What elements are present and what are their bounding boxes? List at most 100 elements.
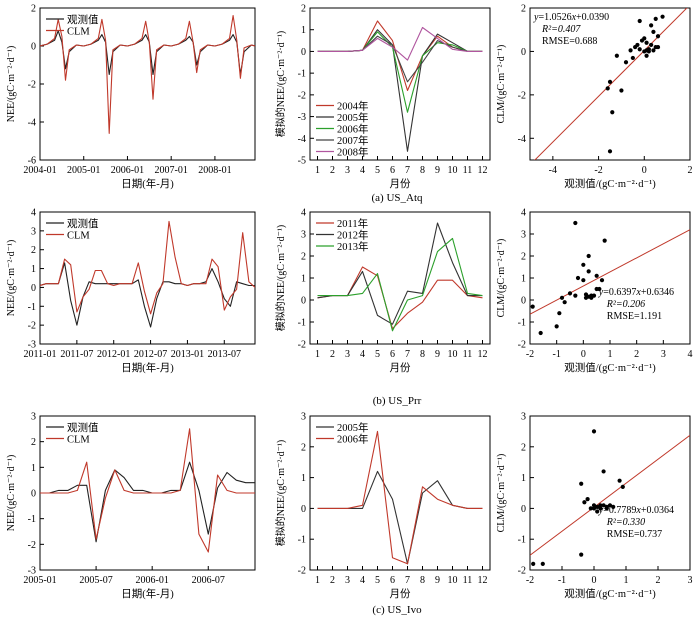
x-tick-label: 2005-01 [23,575,56,586]
y-tick-label: 1 [301,473,306,484]
data-point [642,49,647,54]
y-axis-title: NEE/(gC·m⁻²·d⁻¹) [6,455,17,532]
y-tick-label: -4 [298,134,306,145]
x-tick-label: 11 [463,349,473,360]
x-tick-label: 1 [315,575,320,586]
plot-area [534,8,688,160]
plot-area [40,220,255,328]
y-tick-label: -2 [518,90,526,101]
data-point [635,42,640,48]
data-point [628,48,633,53]
plot-area [317,430,483,565]
x-tick-label: 7 [405,349,410,360]
subcaption-c: (c) US_Ivo [372,604,422,616]
x-tick-label: 2007-01 [155,165,188,176]
chart-c-mon: 1 2 3 4 5 6 7 8 9 10 11 12-2-10123月份模拟的NEE/(gC·m⁻²·… [274,412,491,600]
x-tick-label: 6 [390,575,395,586]
data-point [605,86,610,91]
x-tick-label: 2008-01 [198,165,231,176]
x-tick-label: 5 [375,165,380,176]
x-tick-label: 2 [330,165,335,176]
series-line-1 [317,430,483,565]
data-point [649,23,654,28]
eq-y: y [598,287,604,298]
series-line-1 [40,15,255,134]
x-tick-label: 5 [375,575,380,586]
data-point [591,429,597,434]
chart-a-sc: -4 -2 0 2 -4 -2 0 2 观测值/(gC·m⁻²·d⁻¹) CLM/(gC·m⁻²·… [496,4,693,191]
plot-area [317,20,483,152]
legend-label-0: 观测值 [67,421,99,434]
data-point [637,47,642,52]
data-point [591,293,597,298]
x-tick-label: 9 [435,165,440,176]
data-point [530,304,535,309]
y-tick-label: 3 [31,226,36,237]
x-tick-label: 8 [420,165,425,176]
eq-intercept: +0.0364 [641,505,674,516]
y-axis-title: 模拟的NEE/(gC·m⁻²·d⁻¹) [274,225,287,332]
y-tick-label: 2 [301,4,306,15]
chart-c-sc: -2 -1 0 1 2 3 -2 -1 0 1 2 3 观测值/(gC·m⁻²·d⁻¹) CLM/(gC·… [496,412,693,601]
rmse: RMSE=0.688 [542,36,597,47]
x-tick-label: 0 [581,349,586,360]
series-line-1 [40,428,255,553]
data-point [579,552,584,557]
r-squared: R²=0.330 [606,517,645,528]
y-tick-label: 3 [31,412,36,423]
x-tick-label: 2 [688,165,693,176]
chart-a-ts: 2004-01 2005-01 2006-01 2007-01 2008-01 -6 -4 -… [6,4,256,190]
x-tick-label: 9 [435,575,440,586]
x-tick-label: 2 [656,575,661,586]
legend-label-0: 2005年 [337,421,369,434]
fit-line [530,434,690,556]
x-tick-label: 6 [390,349,395,360]
y-axis-title: CLM/(gC·m⁻²·d⁻¹) [496,454,507,533]
data-point [538,330,543,336]
data-point [660,14,665,19]
plot-area [40,428,255,553]
y-tick-label: -2 [518,566,526,577]
y-tick-label: -2 [28,80,36,91]
legend-label-0: 观测值 [67,217,99,230]
chart-b-sc: -2 -1 0 1 2 3 4 -2 -1 0 1 2 3 4 观测值/(gC·m⁻²·d⁻¹) CLM/(g… [496,208,693,375]
x-tick-label: 2 [330,349,335,360]
y-tick-label: -3 [298,112,306,123]
x-tick-label: -1 [552,349,560,360]
x-tick-label: 10 [448,575,458,586]
x-tick-label: 4 [360,349,365,360]
data-point [588,506,593,511]
y-tick-label: 0 [31,489,36,500]
y-tick-label: 1 [31,463,36,474]
x-tick-label: 4 [688,349,693,360]
data-point [586,253,591,259]
plot-frame [529,7,691,161]
data-point [617,478,622,483]
x-tick-label: 0 [642,165,647,176]
rmse: RMSE=1.191 [607,311,662,322]
x-tick-label: 4 [360,165,365,176]
y-tick-label: -5 [298,156,306,167]
data-point [611,504,616,509]
data-point [573,293,578,298]
eq-x: x [635,505,641,516]
eq-intercept: +0.0390 [576,12,609,23]
x-tick-label: 12 [478,349,488,360]
x-tick-label: 8 [420,575,425,586]
x-tick-label: -2 [526,349,534,360]
x-axis-title: 日期(年-月) [121,177,174,190]
x-tick-label: 1 [315,165,320,176]
data-point [585,497,590,502]
data-point [601,469,606,474]
subcaption-a: (a) US_Atq [371,192,423,204]
series-line-0 [40,262,255,328]
x-tick-label: 4 [360,575,365,586]
x-tick-label: 0 [592,575,597,586]
x-axis-title: 月份 [390,362,411,374]
y-tick-label: 2 [31,245,36,256]
data-point [599,278,605,283]
data-point [591,503,597,508]
x-axis-title: 观测值/(gC·m⁻²·d⁻¹) [564,361,656,374]
data-point [655,34,661,39]
legend-label-1: CLM [67,27,90,38]
